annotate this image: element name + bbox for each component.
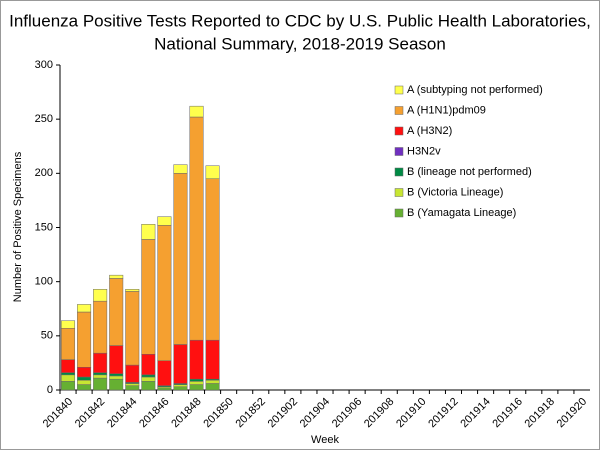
legend-swatch — [394, 147, 404, 156]
bar-segment — [61, 381, 76, 391]
y-tick-label: 250 — [35, 113, 53, 125]
bar-segment — [77, 376, 92, 381]
legend-label: B (lineage not performed) — [407, 166, 532, 178]
legend-label: B (Yamagata Lineage) — [407, 207, 516, 219]
bar-segment — [205, 383, 220, 391]
bar-segment — [109, 375, 124, 380]
bar-segment — [125, 383, 140, 386]
bar-segment — [189, 381, 204, 385]
bar-segment — [77, 367, 92, 378]
y-tick-label: 200 — [35, 167, 53, 179]
legend-swatch — [394, 126, 404, 136]
x-axis-label: Week — [311, 434, 339, 446]
bar-segment — [77, 384, 92, 391]
bar-segment — [61, 359, 76, 373]
bar-segment — [93, 377, 108, 391]
legend-swatch — [394, 106, 404, 115]
bar-segment — [173, 384, 188, 388]
bar-segment — [141, 239, 156, 355]
legend-label: A (H1N1)pdm09 — [407, 104, 486, 116]
bar-segment — [157, 216, 172, 226]
bar-segment — [109, 378, 124, 391]
legend-label: A (subtyping not performed) — [407, 84, 543, 96]
bar-segment — [141, 381, 156, 391]
bar-segment — [157, 387, 172, 391]
bar-segment — [141, 376, 156, 382]
bar-segment — [189, 378, 204, 382]
bar-segment — [109, 278, 124, 346]
bar-segment — [93, 372, 108, 376]
bar-segment — [93, 289, 108, 302]
bar-segment — [109, 373, 124, 377]
bar-segment — [173, 164, 188, 174]
bar-segment — [173, 386, 188, 391]
bar-segment — [189, 116, 204, 341]
bar-segment — [125, 364, 140, 383]
bar-segment — [93, 374, 108, 379]
legend-label: B (Victoria Lineage) — [407, 186, 503, 198]
y-tick-label: 0 — [47, 384, 53, 396]
y-tick-label: 300 — [35, 59, 53, 71]
bar-segment — [77, 311, 92, 368]
bar-segment — [173, 173, 188, 345]
bar-segment — [77, 380, 92, 385]
bar-segment — [189, 105, 204, 118]
bar-segment — [109, 345, 124, 375]
bar-segment — [61, 374, 76, 382]
bar-segment — [77, 304, 92, 313]
legend-label: A (H3N2) — [407, 125, 452, 137]
bar-segment — [125, 289, 140, 292]
bar-segment — [205, 380, 220, 384]
bar-segment — [125, 291, 140, 366]
bar-segment — [109, 274, 124, 279]
legend-label: H3N2v — [407, 145, 441, 157]
y-tick-label: 50 — [41, 330, 53, 342]
legend-swatch — [394, 208, 404, 218]
legend-swatch — [394, 188, 404, 197]
bar-segment — [205, 178, 220, 341]
bar-segment — [157, 225, 172, 361]
bar-segment — [173, 344, 188, 384]
chart-title: National Summary, 2018-2019 Season — [154, 34, 446, 53]
bar-segment — [205, 165, 220, 179]
bar-segment — [93, 352, 108, 373]
bar-segment — [61, 328, 76, 360]
legend-swatch — [394, 85, 404, 95]
legend-swatch — [394, 167, 404, 177]
bar-segment — [93, 300, 108, 354]
bar-segment — [205, 339, 220, 380]
bar-segment — [141, 224, 156, 240]
chart-title: Influenza Positive Tests Reported to CDC… — [9, 11, 591, 30]
y-axis-label: Number of Positive Specimens — [12, 151, 24, 302]
bar-segment — [141, 374, 156, 378]
bar-segment — [125, 385, 140, 391]
y-tick-label: 150 — [35, 221, 53, 233]
bar-segment — [61, 320, 76, 329]
bar-segment — [189, 384, 204, 391]
bar-segment — [141, 354, 156, 376]
bar-segment — [189, 339, 204, 380]
y-tick-label: 100 — [35, 276, 53, 288]
bar-segment — [61, 372, 76, 376]
bar-segment — [157, 360, 172, 386]
